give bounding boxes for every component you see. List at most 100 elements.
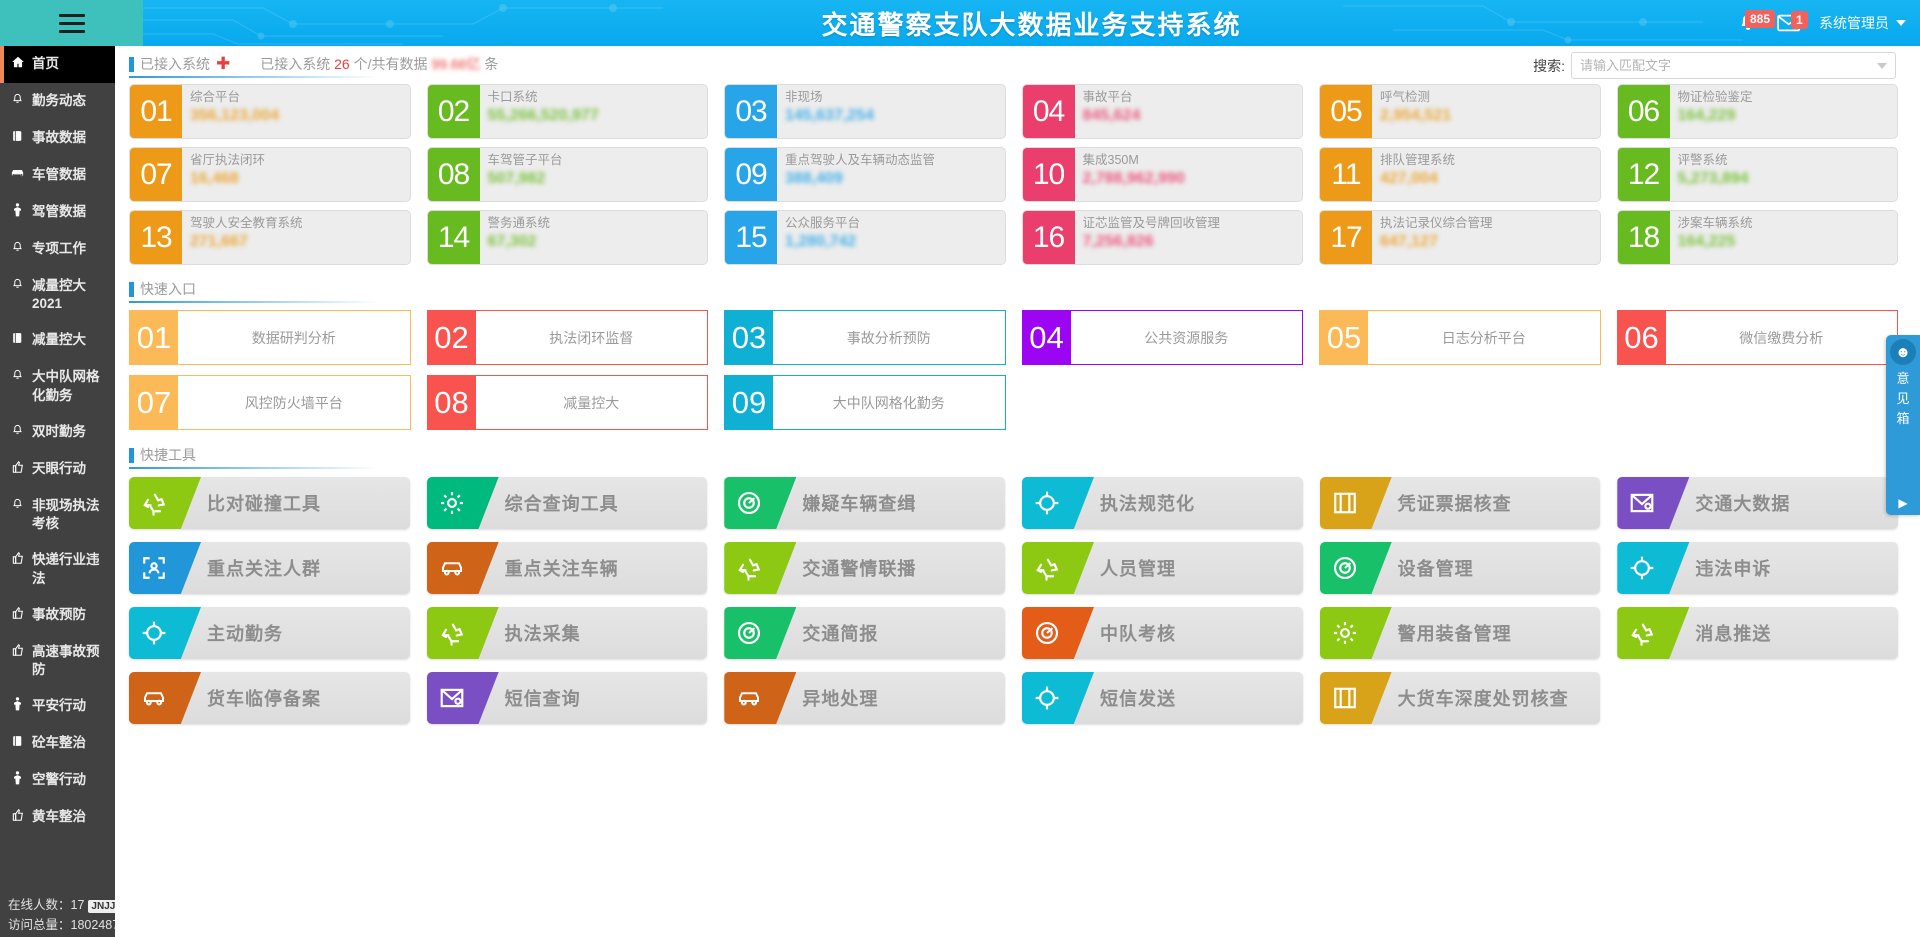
tool-button[interactable]: 嫌疑车辆查缉 — [724, 477, 1005, 529]
tool-button[interactable]: 货车临停备案 — [129, 672, 410, 724]
tool-button[interactable]: 中队考核 — [1021, 607, 1303, 659]
system-card[interactable]: 09 重点驾驶人及车辆动态监管 388,409 — [724, 147, 1006, 202]
system-card-number: 15 — [725, 211, 777, 264]
tool-button[interactable]: 重点关注人群 — [129, 542, 410, 594]
sidebar-item-2[interactable]: 勤务动态 — [0, 83, 115, 120]
tool-button[interactable]: 执法采集 — [426, 607, 708, 659]
tool-button-label: 短信发送 — [1099, 689, 1176, 709]
tool-button[interactable]: 交通大数据 — [1617, 477, 1898, 529]
system-card[interactable]: 01 综合平台 356,123,004 — [129, 84, 411, 139]
tool-button[interactable]: 凭证票据核查 — [1319, 477, 1601, 529]
sidebar-item-18[interactable]: 空警行动 — [0, 762, 115, 799]
notifications-button[interactable]: 885 — [1737, 10, 1776, 34]
system-card[interactable]: 04 事故平台 845,624 — [1021, 84, 1303, 139]
system-card[interactable]: 02 卡口系统 55,266,520,977 — [426, 84, 708, 139]
search-input[interactable] — [1580, 58, 1877, 73]
sidebar-item-15[interactable]: 高速事故预防 — [0, 634, 115, 688]
sidebar-item-11[interactable]: 天眼行动 — [0, 451, 115, 488]
tool-button[interactable]: 重点关注车辆 — [426, 542, 708, 594]
tool-button[interactable]: 短信查询 — [426, 672, 708, 724]
system-card[interactable]: 10 集成350M 2,788,962,990 — [1021, 147, 1303, 202]
sidebar-item-1[interactable]: 首页 — [0, 46, 115, 83]
connected-count: 26 — [334, 56, 350, 72]
system-card[interactable]: 12 评警系统 5,273,894 — [1616, 147, 1898, 202]
collapse-arrow-icon[interactable]: ▶ — [1898, 496, 1908, 510]
sidebar-item-14[interactable]: 事故预防 — [0, 597, 115, 634]
system-card-number: 03 — [725, 85, 777, 138]
tool-button[interactable]: 执法规范化 — [1021, 477, 1303, 529]
tool-button[interactable]: 综合查询工具 — [426, 477, 708, 529]
system-card[interactable]: 03 非现场 145,637,254 — [724, 84, 1006, 139]
car-icon — [10, 166, 25, 184]
quick-entry-card[interactable]: 08 减量控大 — [426, 375, 708, 430]
tool-button-label: 异地处理 — [802, 689, 879, 709]
sidebar-item-4[interactable]: 车管数据 — [0, 157, 115, 194]
user-menu-button[interactable]: 系统管理员 — [1819, 13, 1906, 33]
sidebar-item-label: 减量控大 — [32, 332, 86, 348]
quick-entry-card[interactable]: 01 数据研判分析 — [129, 310, 411, 365]
sidebar-item-7[interactable]: 减量控大2021 — [0, 268, 115, 322]
quick-entry-number: 09 — [725, 376, 773, 429]
quick-entry-card[interactable]: 04 公共资源服务 — [1021, 310, 1303, 365]
system-card[interactable]: 05 呼气检测 2,954,521 — [1319, 84, 1601, 139]
sidebar-item-label: 专项工作 — [32, 241, 86, 256]
tool-button[interactable]: 异地处理 — [724, 672, 1005, 724]
chevron-down-icon[interactable] — [1877, 62, 1887, 69]
tool-button[interactable]: 比对碰撞工具 — [129, 477, 410, 529]
system-card[interactable]: 06 物证检验鉴定 164,229 — [1616, 84, 1898, 139]
system-card-body: 物证检验鉴定 164,229 — [1670, 85, 1898, 138]
quick-entry-label: 大中队网格化勤务 — [832, 394, 945, 411]
tool-button[interactable]: 交通警情联播 — [724, 542, 1005, 594]
system-card[interactable]: 18 涉案车辆系统 164,225 — [1616, 210, 1898, 265]
quick-entry-card[interactable]: 09 大中队网格化勤务 — [724, 375, 1006, 430]
sidebar-item-13[interactable]: 快递行业违法 — [0, 542, 115, 596]
feedback-tab[interactable]: ☻ 意见箱 ▶ — [1886, 335, 1920, 515]
tool-button[interactable]: 消息推送 — [1617, 607, 1898, 659]
tool-button[interactable]: 人员管理 — [1021, 542, 1303, 594]
sidebar-item-10[interactable]: 双时勤务 — [0, 414, 115, 451]
sidebar-item-8[interactable]: 减量控大 — [0, 322, 115, 359]
menu-toggle-button[interactable] — [0, 0, 143, 46]
tool-button[interactable]: 违法申诉 — [1617, 542, 1898, 594]
sidebar-item-19[interactable]: 黄车整治 — [0, 799, 115, 836]
sidebar-item-6[interactable]: 专项工作 — [0, 231, 115, 268]
system-card-name: 事故平台 — [1082, 90, 1133, 104]
quick-entry-label: 公共资源服务 — [1144, 329, 1229, 346]
tool-button[interactable]: 短信发送 — [1021, 672, 1303, 724]
system-card[interactable]: 11 排队管理系统 427,004 — [1319, 147, 1601, 202]
system-card-value: 5,273,894 — [1677, 170, 1749, 187]
system-card[interactable]: 14 警务通系统 67,302 — [426, 210, 708, 265]
tool-button[interactable]: 大货车深度处罚核查 — [1319, 672, 1601, 724]
tool-button[interactable]: 交通简报 — [724, 607, 1005, 659]
tool-button[interactable]: 主动勤务 — [129, 607, 410, 659]
quick-entry-label: 风控防火墙平台 — [244, 394, 343, 411]
tool-button[interactable]: 警用装备管理 — [1319, 607, 1601, 659]
sidebar-item-17[interactable]: 砼车整治 — [0, 725, 115, 762]
system-card[interactable]: 08 车驾管子平台 507,982 — [426, 147, 708, 202]
thumb-icon — [10, 460, 25, 479]
system-card[interactable]: 13 驾驶人安全教育系统 271,667 — [129, 210, 411, 265]
quick-entry-card[interactable]: 06 微信缴费分析 — [1616, 310, 1898, 365]
system-card[interactable]: 17 执法记录仪综合管理 647,127 — [1319, 210, 1601, 265]
quick-entry-card[interactable]: 03 事故分析预防 — [724, 310, 1006, 365]
quick-entry-card[interactable]: 07 风控防火墙平台 — [129, 375, 411, 430]
add-system-icon[interactable]: ✚ — [216, 54, 231, 73]
sidebar-item-9[interactable]: 大中队网格化勤务 — [0, 359, 115, 413]
system-card[interactable]: 15 公众服务平台 1,280,742 — [724, 210, 1006, 265]
system-card-name: 涉案车辆系统 — [1677, 216, 1753, 230]
system-card[interactable]: 07 省厅执法闭环 16,468 — [129, 147, 411, 202]
tool-button[interactable]: 设备管理 — [1319, 542, 1601, 594]
system-card[interactable]: 16 证芯监管及号牌回收管理 7,256,826 — [1021, 210, 1303, 265]
bell-icon — [10, 277, 25, 296]
sidebar-item-3[interactable]: 事故数据 — [0, 120, 115, 157]
messages-button[interactable]: 1 — [1777, 11, 1808, 33]
search-box[interactable] — [1571, 52, 1896, 79]
bell-icon — [10, 92, 25, 111]
recycle-icon — [1021, 542, 1094, 594]
quick-entry-card[interactable]: 02 执法闭环监督 — [426, 310, 708, 365]
sidebar-item-5[interactable]: 驾管数据 — [0, 194, 115, 231]
quick-entry-card[interactable]: 05 日志分析平台 — [1319, 310, 1601, 365]
sidebar-item-16[interactable]: 平安行动 — [0, 688, 115, 725]
sidebar-item-12[interactable]: 非现场执法考核 — [0, 488, 115, 542]
tool-button-label: 设备管理 — [1397, 559, 1474, 579]
